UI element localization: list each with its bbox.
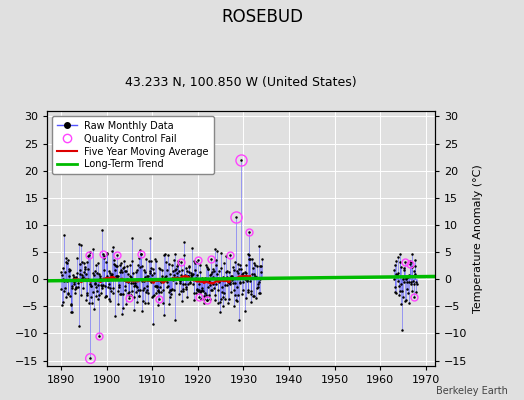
Legend: Raw Monthly Data, Quality Control Fail, Five Year Moving Average, Long-Term Tren: Raw Monthly Data, Quality Control Fail, … bbox=[52, 116, 214, 174]
Text: ROSEBUD: ROSEBUD bbox=[221, 8, 303, 26]
Y-axis label: Temperature Anomaly (°C): Temperature Anomaly (°C) bbox=[473, 164, 483, 313]
Text: Berkeley Earth: Berkeley Earth bbox=[436, 386, 508, 396]
Title: 43.233 N, 100.850 W (United States): 43.233 N, 100.850 W (United States) bbox=[125, 76, 357, 89]
